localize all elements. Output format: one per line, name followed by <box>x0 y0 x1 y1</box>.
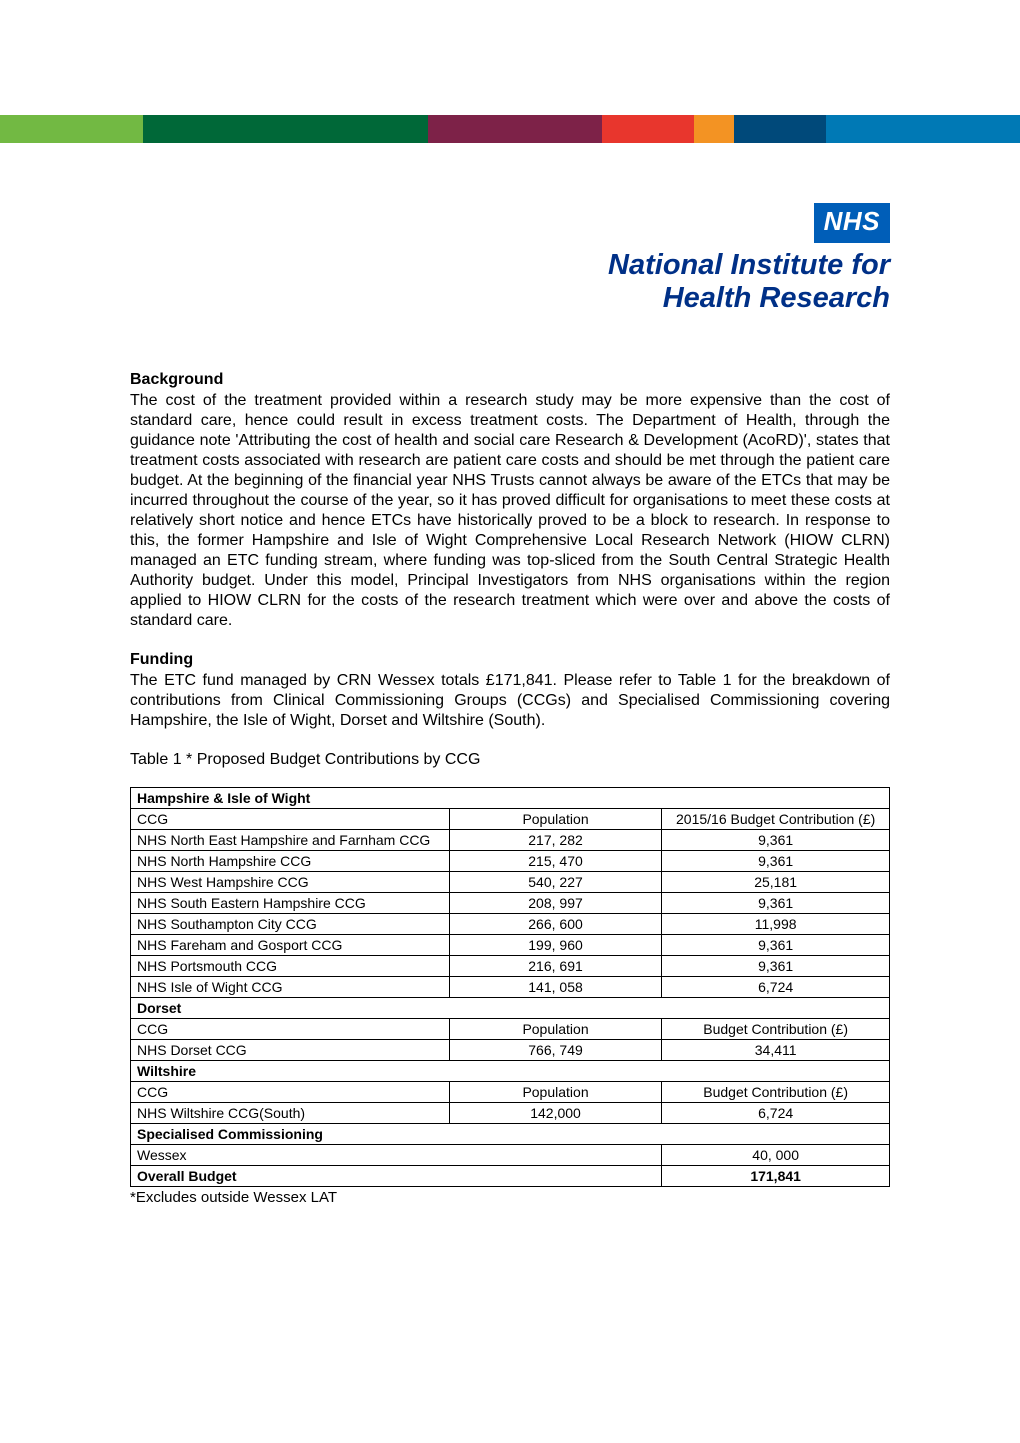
column-header: CCG <box>131 1081 450 1102</box>
column-header: Population <box>449 1081 662 1102</box>
overall-label: Overall Budget <box>131 1165 662 1186</box>
nhs-nihr-logo: NHS National Institute for Health Resear… <box>608 203 890 316</box>
budget-value: 9,361 <box>662 829 890 850</box>
table-row: Overall Budget171,841 <box>131 1165 890 1186</box>
table-row: Hampshire & Isle of Wight <box>131 787 890 808</box>
logo-line-1: National Institute for <box>608 249 890 282</box>
header-color-bar <box>0 115 1020 143</box>
budget-value: 9,361 <box>662 892 890 913</box>
logo-line-2: Health Research <box>608 282 890 315</box>
table-row: CCGPopulation2015/16 Budget Contribution… <box>131 808 890 829</box>
color-bar-segment <box>694 115 735 143</box>
population-value: 199, 960 <box>449 934 662 955</box>
table-row: NHS Fareham and Gosport CCG199, 9609,361 <box>131 934 890 955</box>
ccg-name: NHS Isle of Wight CCG <box>131 976 450 997</box>
background-heading: Background <box>130 371 890 389</box>
column-header: CCG <box>131 1018 450 1039</box>
budget-value: 9,361 <box>662 955 890 976</box>
budget-value: 9,361 <box>662 934 890 955</box>
population-value: 142,000 <box>449 1102 662 1123</box>
population-value: 266, 600 <box>449 913 662 934</box>
budget-value: 40, 000 <box>662 1144 890 1165</box>
budget-value: 6,724 <box>662 976 890 997</box>
overall-value: 171,841 <box>662 1165 890 1186</box>
funding-text: The ETC fund managed by CRN Wessex total… <box>130 671 890 731</box>
ccg-name: NHS Fareham and Gosport CCG <box>131 934 450 955</box>
ccg-name: NHS West Hampshire CCG <box>131 871 450 892</box>
color-bar-segment <box>734 115 826 143</box>
table-row: NHS North Hampshire CCG215, 4709,361 <box>131 850 890 871</box>
population-value: 217, 282 <box>449 829 662 850</box>
ccg-name: NHS North Hampshire CCG <box>131 850 450 871</box>
population-value: 216, 691 <box>449 955 662 976</box>
ccg-name: NHS Portsmouth CCG <box>131 955 450 976</box>
color-bar-segment <box>143 115 429 143</box>
table-row: NHS Isle of Wight CCG141, 0586,724 <box>131 976 890 997</box>
population-value: 766, 749 <box>449 1039 662 1060</box>
color-bar-segment <box>602 115 694 143</box>
ccg-name: NHS South Eastern Hampshire CCG <box>131 892 450 913</box>
column-header: 2015/16 Budget Contribution (£) <box>662 808 890 829</box>
table-row: NHS Dorset CCG766, 74934,411 <box>131 1039 890 1060</box>
budget-value: 9,361 <box>662 850 890 871</box>
column-header: CCG <box>131 808 450 829</box>
table-row: Wiltshire <box>131 1060 890 1081</box>
table-row: NHS South Eastern Hampshire CCG208, 9979… <box>131 892 890 913</box>
region-header: Wiltshire <box>131 1060 890 1081</box>
ccg-name: Wessex <box>131 1144 662 1165</box>
budget-value: 6,724 <box>662 1102 890 1123</box>
budget-value: 11,998 <box>662 913 890 934</box>
column-header: Budget Contribution (£) <box>662 1018 890 1039</box>
column-header: Population <box>449 1018 662 1039</box>
funding-heading: Funding <box>130 651 890 669</box>
table-row: NHS Southampton City CCG266, 60011,998 <box>131 913 890 934</box>
ccg-name: NHS Southampton City CCG <box>131 913 450 934</box>
region-header: Hampshire & Isle of Wight <box>131 787 890 808</box>
page-content: NHS National Institute for Health Resear… <box>0 143 1020 1246</box>
population-value: 141, 058 <box>449 976 662 997</box>
color-bar-segment <box>826 115 1020 143</box>
budget-value: 25,181 <box>662 871 890 892</box>
region-header: Dorset <box>131 997 890 1018</box>
column-header: Population <box>449 808 662 829</box>
table-row: CCGPopulationBudget Contribution (£) <box>131 1018 890 1039</box>
table-row: NHS Wiltshire CCG(South)142,0006,724 <box>131 1102 890 1123</box>
population-value: 215, 470 <box>449 850 662 871</box>
color-bar-segment <box>0 115 143 143</box>
population-value: 208, 997 <box>449 892 662 913</box>
background-text: The cost of the treatment provided withi… <box>130 391 890 631</box>
color-bar-segment <box>428 115 601 143</box>
table-row: NHS Portsmouth CCG216, 6919,361 <box>131 955 890 976</box>
table-caption: Table 1 * Proposed Budget Contributions … <box>130 751 890 769</box>
budget-table: Hampshire & Isle of WightCCGPopulation20… <box>130 787 890 1187</box>
table-row: NHS North East Hampshire and Farnham CCG… <box>131 829 890 850</box>
logo-block: NHS National Institute for Health Resear… <box>130 203 890 316</box>
nhs-box-icon: NHS <box>814 203 890 243</box>
population-value: 540, 227 <box>449 871 662 892</box>
table-row: Dorset <box>131 997 890 1018</box>
table-row: Specialised Commissioning <box>131 1123 890 1144</box>
budget-value: 34,411 <box>662 1039 890 1060</box>
ccg-name: NHS Wiltshire CCG(South) <box>131 1102 450 1123</box>
table-row: Wessex40, 000 <box>131 1144 890 1165</box>
ccg-name: NHS Dorset CCG <box>131 1039 450 1060</box>
ccg-name: NHS North East Hampshire and Farnham CCG <box>131 829 450 850</box>
region-header: Specialised Commissioning <box>131 1123 890 1144</box>
table-footnote: *Excludes outside Wessex LAT <box>130 1189 890 1206</box>
column-header: Budget Contribution (£) <box>662 1081 890 1102</box>
table-row: NHS West Hampshire CCG540, 22725,181 <box>131 871 890 892</box>
table-row: CCGPopulationBudget Contribution (£) <box>131 1081 890 1102</box>
